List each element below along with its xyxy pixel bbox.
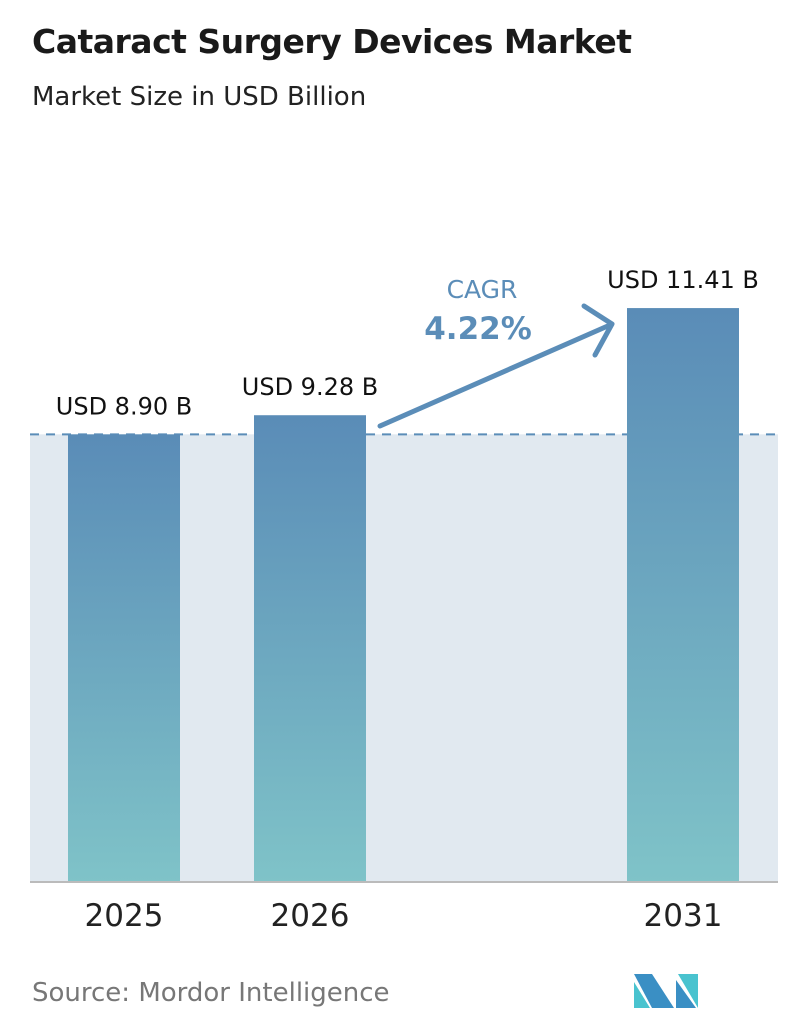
x-tick-2025: 2025 bbox=[85, 898, 164, 934]
bar-2031 bbox=[627, 308, 739, 882]
cagr-arrow-shaft bbox=[377, 322, 613, 429]
cagr-value: 4.22% bbox=[424, 311, 532, 347]
bar-2026 bbox=[254, 415, 366, 882]
data-label-2026: USD 9.28 B bbox=[242, 373, 378, 401]
x-tick-2026: 2026 bbox=[271, 898, 350, 934]
x-tick-2031: 2031 bbox=[644, 898, 723, 934]
cagr-label: CAGR bbox=[447, 275, 518, 304]
chart-subtitle: Market Size in USD Billion bbox=[32, 82, 367, 112]
data-label-2031: USD 11.41 B bbox=[607, 266, 759, 294]
bar-2025 bbox=[68, 434, 180, 882]
chart-title: Cataract Surgery Devices Market bbox=[32, 22, 632, 61]
cagr-arrow-head-icon bbox=[581, 303, 615, 358]
data-label-2025: USD 8.90 B bbox=[56, 392, 192, 420]
bar-chart: USD 8.90 B 2025 USD 9.28 B 2026 USD 11.41 B 2… bbox=[30, 266, 778, 934]
source-text: Source: Mordor Intelligence bbox=[32, 978, 390, 1008]
mordor-logo bbox=[634, 974, 698, 1008]
